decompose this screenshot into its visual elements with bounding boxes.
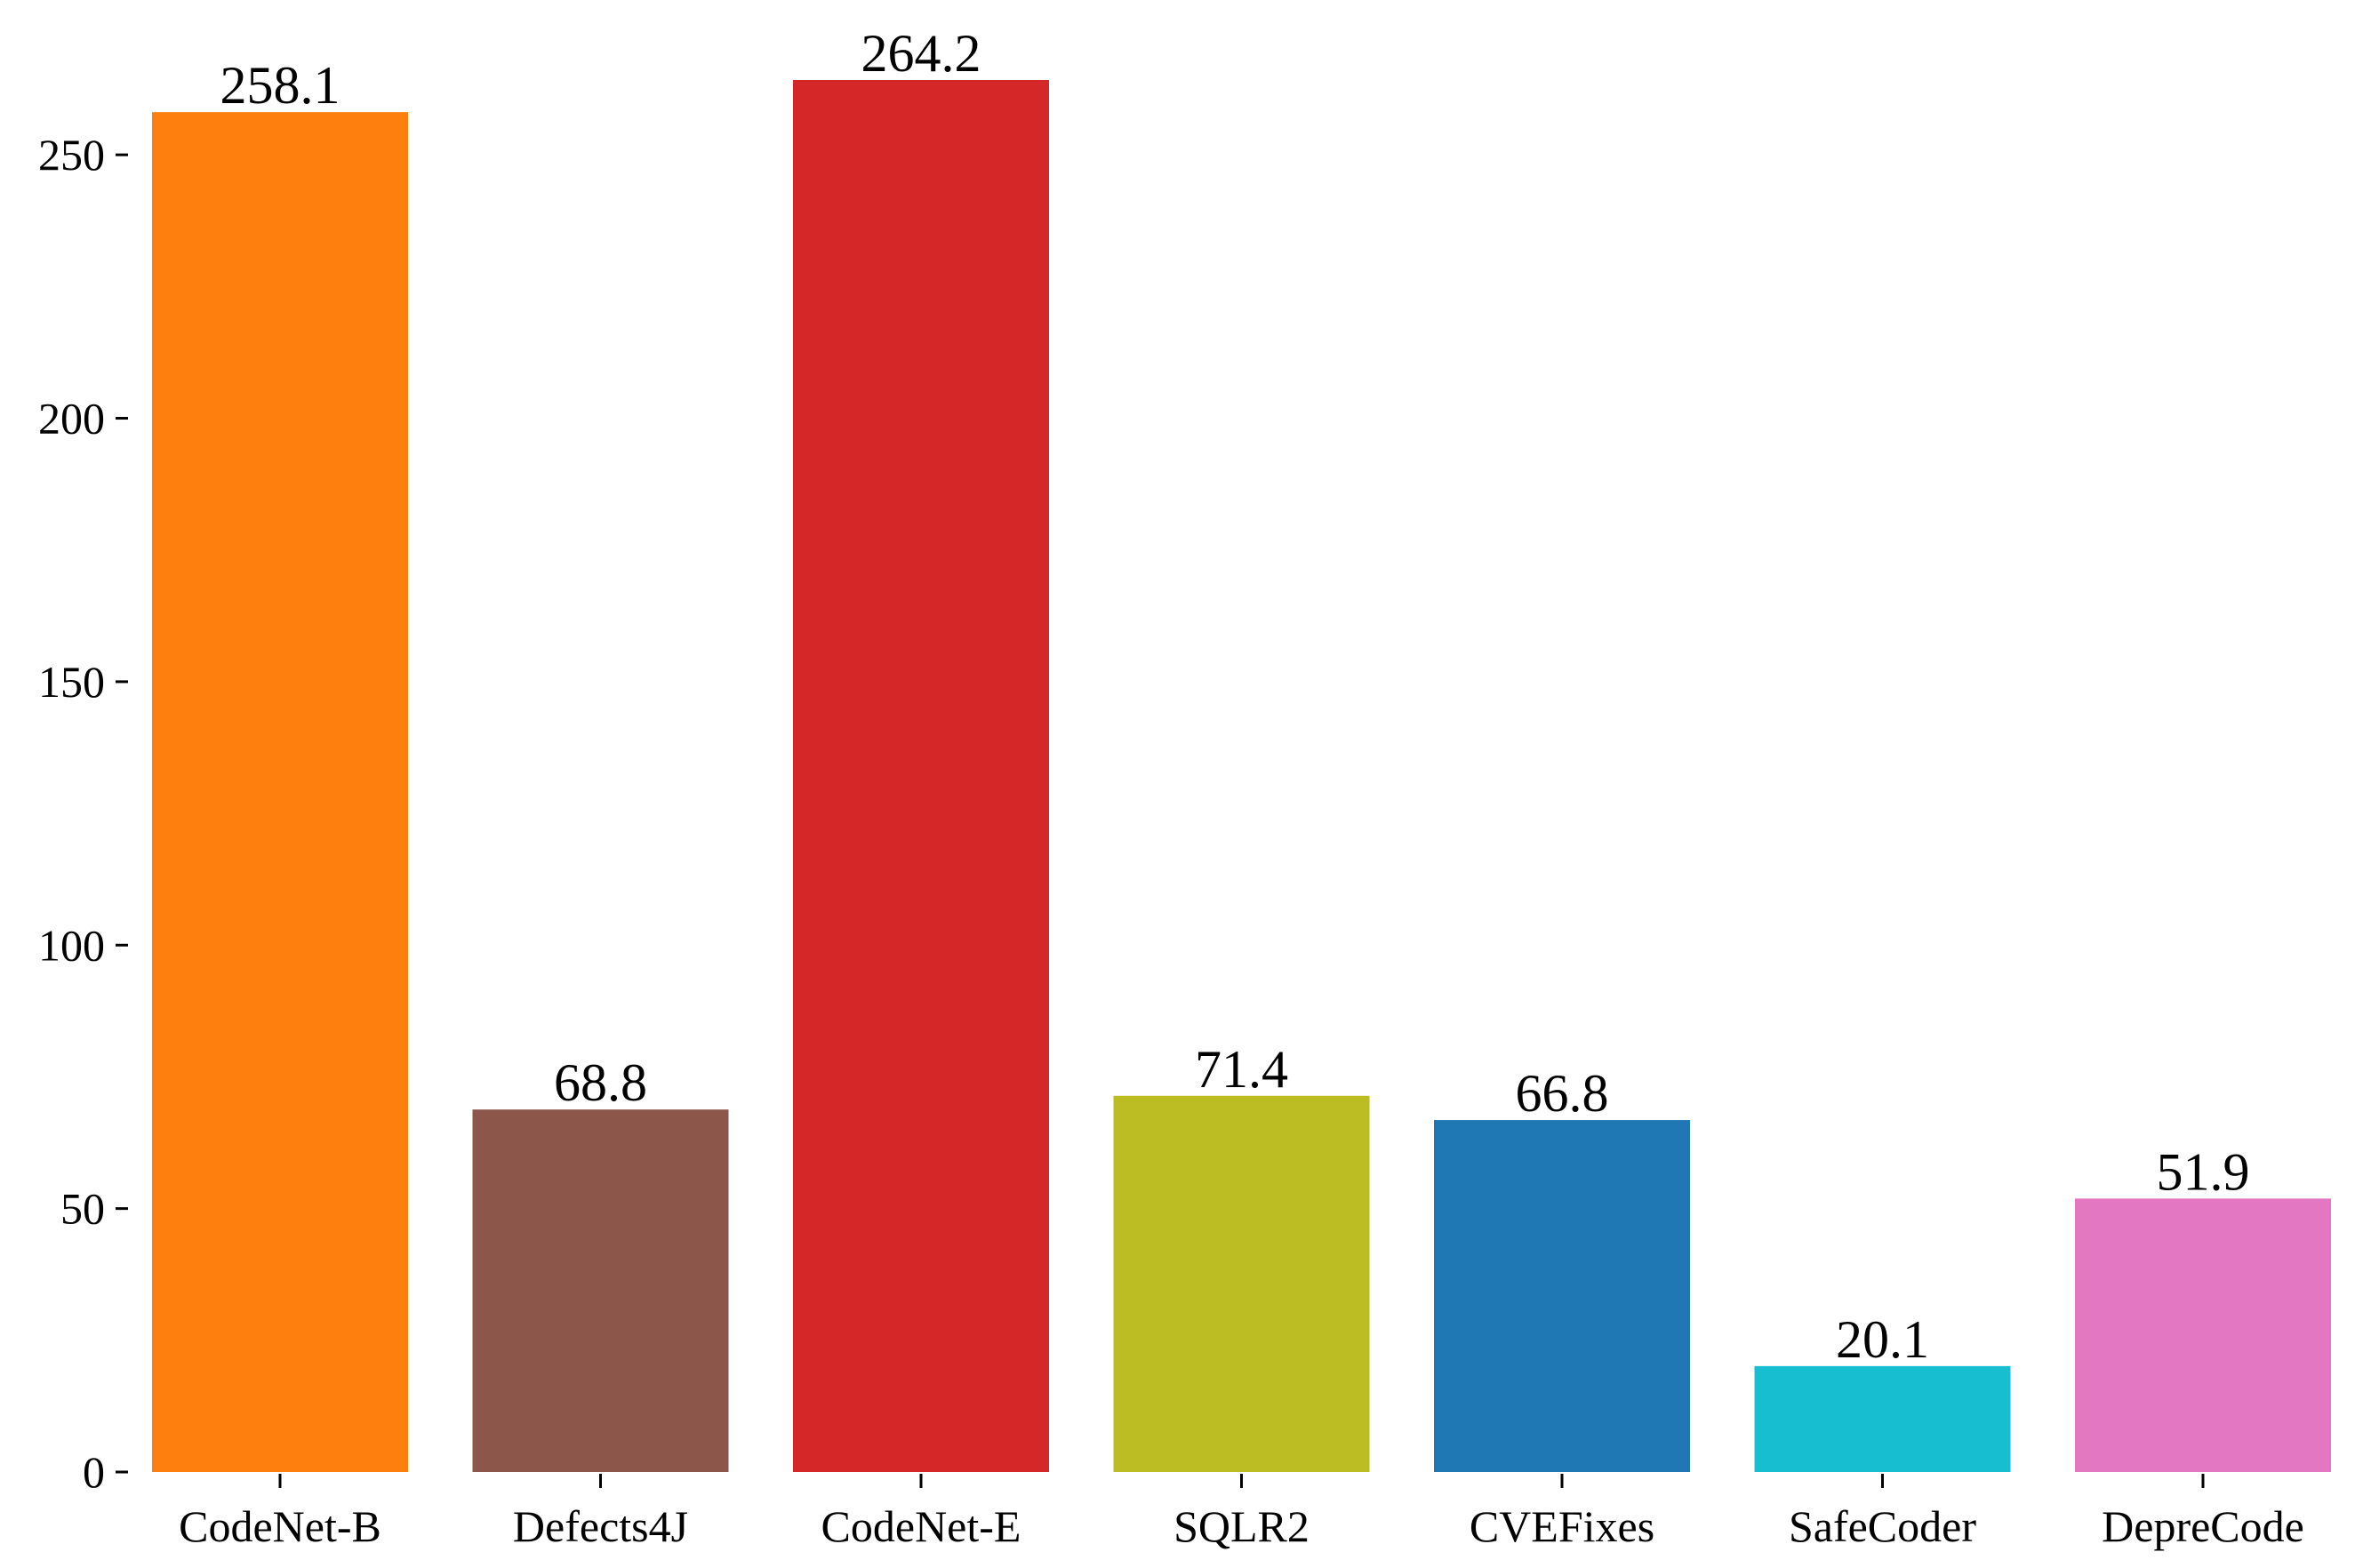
bar-value-labels: 258.1 68.8 264.2 71.4 66.8 20.1 51.9 [220,24,2250,1369]
x-tick-label: CVEFixes [1470,1501,1654,1551]
y-tick-label: 50 [60,1184,105,1234]
x-tick-label: CodeNet-E [821,1501,1021,1551]
y-tick-label: 100 [38,920,105,970]
bar-codenet-b [152,112,408,1472]
x-tick-label: SafeCoder [1789,1501,1976,1551]
y-tick-label: 200 [38,394,105,444]
bar-safecoder [1754,1365,2011,1472]
bars [152,80,2331,1472]
x-tick-label: CodeNet-B [179,1501,381,1551]
bar-value-label: 20.1 [1836,1310,1929,1369]
y-tick-label: 150 [38,657,105,707]
bar-value-label: 258.1 [220,56,340,115]
x-tick-label: SQLR2 [1173,1501,1310,1551]
y-tick-label: 0 [83,1447,105,1497]
bar-codenet-e [793,80,1049,1472]
y-tick-label: 250 [38,130,105,180]
bar-sqlr2 [1113,1095,1370,1472]
x-axis: CodeNet-B Defects4J CodeNet-E SQLR2 CVEFixes… [179,1474,2304,1551]
x-tick-label: Defects4J [513,1501,688,1551]
bar-value-label: 264.2 [861,24,981,83]
y-axis: 0 50 100 150 200 250 [38,130,128,1497]
bar-defects4j [472,1109,729,1472]
bar-deprecode [2075,1198,2331,1472]
x-tick-label: DepreCode [2102,1501,2304,1551]
bar-cvefixes [1434,1120,1690,1472]
bar-value-label: 68.8 [554,1053,647,1112]
bar-value-label: 71.4 [1195,1040,1288,1099]
bar-value-label: 51.9 [2157,1142,2250,1201]
bar-value-label: 66.8 [1516,1064,1609,1123]
